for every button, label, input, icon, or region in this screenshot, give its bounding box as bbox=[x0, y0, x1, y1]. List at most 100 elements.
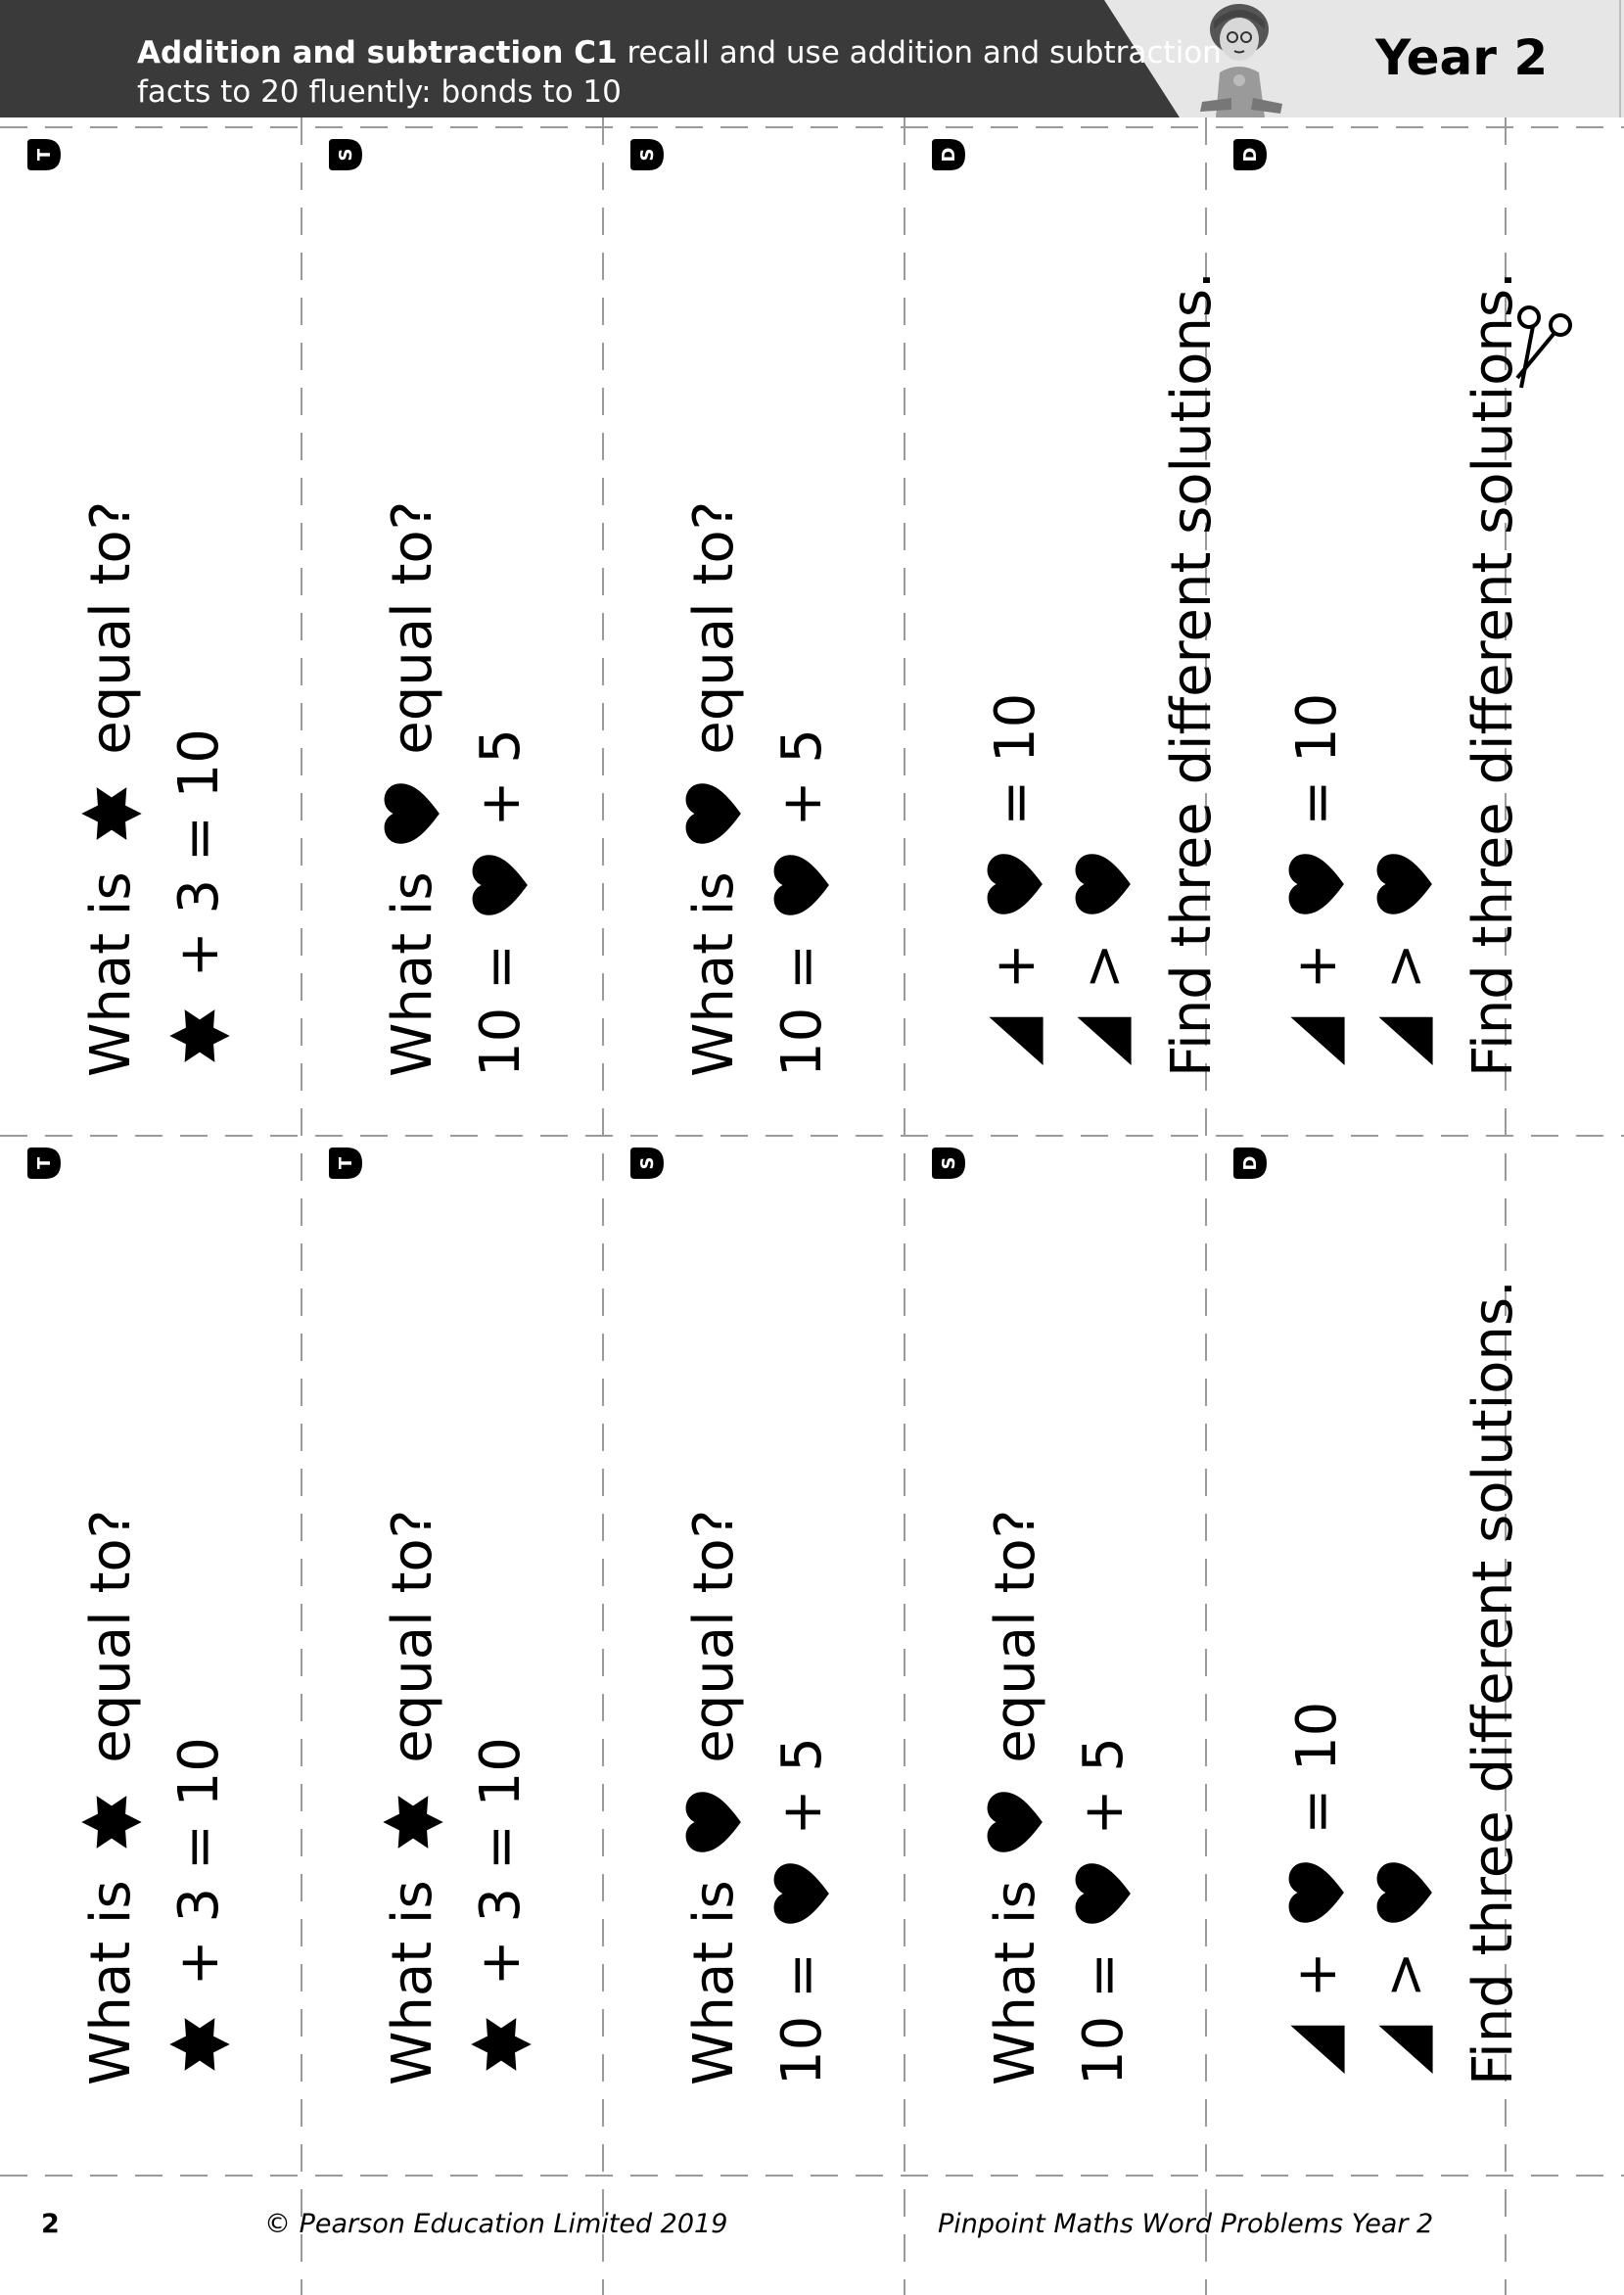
card-line: + 3 = 10 bbox=[167, 728, 231, 1077]
star-icon bbox=[169, 1009, 230, 1062]
difficulty-badge-icon: D bbox=[1233, 1148, 1267, 1179]
card-line: + = 10 bbox=[984, 692, 1047, 1077]
card-line: Find three different solutions. bbox=[1462, 271, 1525, 1077]
card-text: What is bbox=[79, 1862, 143, 2085]
card-line: + = 10 bbox=[1285, 692, 1349, 1077]
triangle-icon bbox=[1290, 2025, 1345, 2074]
card-text: + 5 bbox=[469, 728, 533, 845]
header-background bbox=[0, 0, 1624, 117]
difficulty-badge-icon: S bbox=[932, 1148, 965, 1179]
card-text: + 3 = 10 bbox=[167, 1737, 231, 2003]
card-text: = 10 bbox=[984, 692, 1047, 844]
card-text: equal to? bbox=[79, 1509, 143, 1781]
triangle-icon bbox=[1077, 1016, 1132, 1065]
card-content: What is equal to? 10 = + 5 bbox=[302, 127, 595, 1116]
card-line: > bbox=[1373, 1851, 1437, 2085]
problem-card: S What is equal to? 10 = + 5 bbox=[905, 1136, 1206, 2172]
heart-icon bbox=[1075, 1863, 1131, 1924]
card-text: equal to? bbox=[381, 1509, 444, 1781]
badge-letter: D bbox=[1240, 1156, 1261, 1171]
badge-letter: S bbox=[637, 1157, 658, 1170]
card-text: equal to? bbox=[984, 1509, 1047, 1781]
badge-letter: D bbox=[1240, 148, 1261, 163]
heart-icon bbox=[987, 1791, 1043, 1852]
character-avatar bbox=[1200, 4, 1282, 117]
problem-card: T What is equal to? + 3 = 10 bbox=[302, 1136, 603, 2172]
heart-icon bbox=[1288, 1862, 1344, 1924]
card-text: What is bbox=[381, 1862, 444, 2085]
difficulty-badge-icon: D bbox=[1233, 139, 1267, 170]
card-text: + 3 = 10 bbox=[167, 728, 231, 995]
page-number: 2 bbox=[41, 2209, 60, 2239]
card-text: equal to? bbox=[79, 500, 143, 773]
difficulty-badge-icon: S bbox=[329, 139, 362, 170]
card-text: > bbox=[1072, 925, 1136, 1007]
card-content: What is equal to? 10 = + 5 bbox=[603, 1136, 897, 2125]
card-text: 10 = bbox=[469, 926, 533, 1077]
problem-card: D + = 10 > Find three different solution… bbox=[1206, 1136, 1525, 2172]
scissors-icon bbox=[1515, 305, 1572, 389]
card-text: = 10 bbox=[1285, 1701, 1349, 1852]
card-text: equal to? bbox=[381, 500, 444, 773]
card-text: equal to? bbox=[682, 1509, 746, 1781]
problem-card: S What is equal to? 10 = + 5 bbox=[302, 127, 603, 1163]
card-content: + = 10 > Find three different solutions. bbox=[905, 127, 1224, 1116]
triangle-icon bbox=[1290, 1016, 1345, 1065]
triangle-icon bbox=[1378, 1016, 1433, 1065]
card-text: What is bbox=[79, 854, 143, 1077]
badge-letter: D bbox=[939, 148, 959, 163]
card-text: + 5 bbox=[770, 728, 834, 845]
star-icon bbox=[471, 2018, 532, 2071]
card-line: What is equal to? bbox=[682, 501, 746, 1077]
card-content: + = 10 > Find three different solutions. bbox=[1206, 127, 1525, 1116]
card-content: + = 10 > Find three different solutions. bbox=[1206, 1136, 1525, 2125]
heart-icon bbox=[773, 1863, 829, 1924]
problem-card: S What is equal to? 10 = + 5 bbox=[603, 127, 905, 1163]
card-line: + 3 = 10 bbox=[469, 1737, 533, 2085]
heart-icon bbox=[1288, 854, 1344, 915]
card-text: 10 = bbox=[770, 1935, 834, 2085]
heart-icon bbox=[685, 1791, 741, 1852]
badge-letter: S bbox=[939, 1157, 959, 1170]
difficulty-badge-icon: D bbox=[932, 139, 965, 170]
card-text: Find three different solutions. bbox=[1462, 271, 1525, 1077]
card-line: What is equal to? bbox=[381, 500, 444, 1077]
card-text: + 3 = 10 bbox=[469, 1737, 533, 2003]
problem-card: D + = 10 > Find three different solution… bbox=[905, 127, 1224, 1163]
difficulty-badge-icon: S bbox=[630, 1148, 664, 1179]
header-topic-line2: facts to 20 fluently: bonds to 10 bbox=[137, 74, 622, 110]
card-line: + 3 = 10 bbox=[167, 1737, 231, 2085]
card-text: What is bbox=[381, 854, 444, 1077]
badge-letter: T bbox=[34, 148, 55, 161]
difficulty-badge-icon: T bbox=[329, 1148, 362, 1179]
card-line: 10 = + 5 bbox=[1072, 1737, 1136, 2085]
card-line: What is equal to? bbox=[381, 1509, 444, 2085]
heart-icon bbox=[773, 855, 829, 915]
heart-icon bbox=[685, 782, 741, 844]
triangle-icon bbox=[1378, 2025, 1433, 2074]
star-icon bbox=[169, 2018, 230, 2071]
problem-card: S What is equal to? 10 = + 5 bbox=[603, 1136, 905, 2172]
card-text: + bbox=[1285, 925, 1349, 1007]
card-text: = 10 bbox=[1285, 692, 1349, 844]
card-text: Find three different solutions. bbox=[1462, 1280, 1525, 2085]
problem-card: T What is equal to? + 3 = 10 bbox=[0, 1136, 302, 2172]
star-icon bbox=[383, 1795, 443, 1849]
badge-letter: T bbox=[34, 1156, 55, 1169]
card-line: > bbox=[1373, 843, 1437, 1077]
header-topic: Addition and subtraction C1 recall and u… bbox=[137, 33, 1222, 112]
card-text: 10 = bbox=[1072, 1935, 1136, 2085]
card-text: What is bbox=[984, 1862, 1047, 2085]
card-content: What is equal to? + 3 = 10 bbox=[302, 1136, 595, 2125]
card-text: 10 = bbox=[770, 926, 834, 1077]
problem-card: D + = 10 > Find three different solution… bbox=[1206, 127, 1525, 1163]
badge-letter: T bbox=[336, 1156, 356, 1169]
card-line: 10 = + 5 bbox=[770, 728, 834, 1077]
page-header: Addition and subtraction C1 recall and u… bbox=[0, 0, 1624, 117]
header-topic-bold: Addition and subtraction C1 bbox=[137, 35, 618, 70]
card-line: 10 = + 5 bbox=[469, 728, 533, 1077]
heart-icon bbox=[384, 782, 440, 844]
card-line: What is equal to? bbox=[79, 500, 143, 1077]
card-text: What is bbox=[682, 854, 746, 1077]
